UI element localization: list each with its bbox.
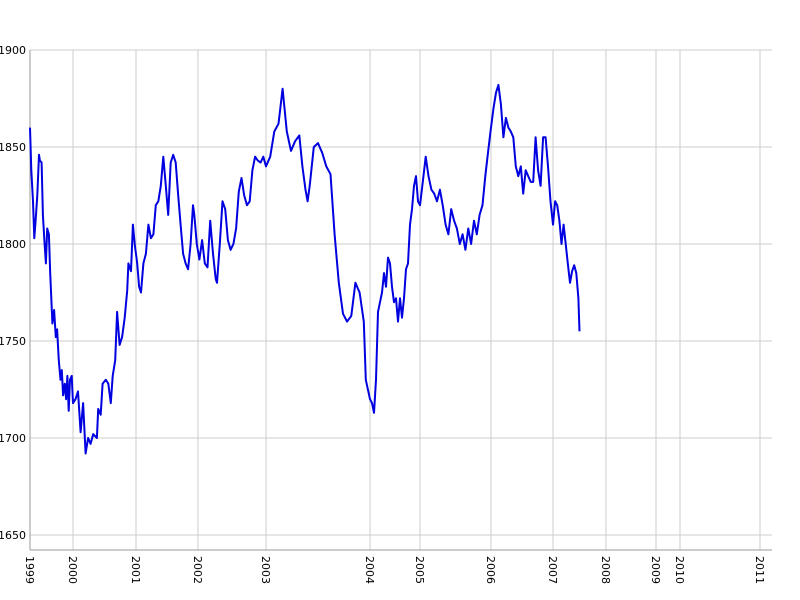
x-tick-label: 2003	[259, 556, 272, 584]
gridlines	[29, 49, 772, 550]
x-tick-labels: 1999 2000 2001 2002 2003 2004 2005 2006 2007 2008…	[23, 556, 766, 584]
y-tick-label: 1900	[0, 44, 26, 57]
x-tick-label: 2010	[673, 556, 686, 584]
x-tick-label: 2004	[363, 556, 376, 584]
x-tick-label: 2011	[753, 556, 766, 584]
series-group	[29, 83, 581, 455]
y-tick-labels: 1650 1700 1750 1800 1850 1900	[0, 44, 26, 542]
x-tick-label: 2009	[649, 556, 662, 584]
x-tick-label: 1999	[23, 556, 36, 584]
x-tick-label: 2006	[484, 556, 497, 584]
x-tick-label: 2002	[191, 556, 204, 584]
y-tick-label: 1650	[0, 529, 26, 542]
x-tick-label: 2001	[129, 556, 142, 584]
y-tick-label: 1800	[0, 238, 26, 251]
series-line	[29, 83, 581, 455]
y-tick-label: 1700	[0, 432, 26, 445]
y-tick-label: 1750	[0, 335, 26, 348]
x-tick-label: 2005	[413, 556, 426, 584]
x-tick-label: 2000	[66, 556, 79, 584]
x-tick-label: 2007	[546, 556, 559, 584]
y-tick-label: 1850	[0, 141, 26, 154]
x-tick-label: 2008	[599, 556, 612, 584]
